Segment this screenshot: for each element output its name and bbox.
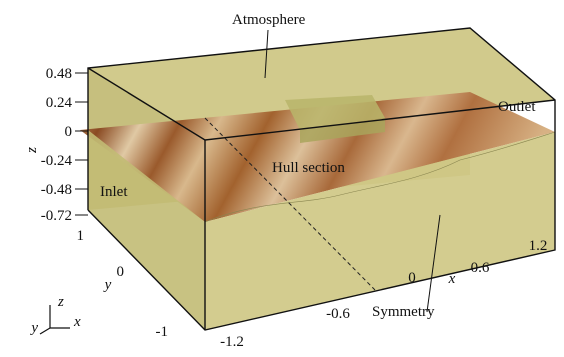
domain-box xyxy=(80,28,555,330)
triad-label: y xyxy=(29,320,38,336)
label: Inlet xyxy=(100,184,128,200)
z-tick-label: 0.48 xyxy=(46,66,72,82)
label: Atmosphere xyxy=(232,12,306,28)
ticks xyxy=(75,73,88,215)
x-tick-label: 0 xyxy=(408,270,416,286)
triad-label: z xyxy=(57,294,64,310)
figure: Atmosphere Outlet Hull section Inlet Symmetr… xyxy=(0,0,564,352)
axis-label: z xyxy=(24,147,40,154)
axis-label: y xyxy=(103,277,112,293)
x-tick-label: 0.6 xyxy=(471,260,490,276)
label: Hull section xyxy=(272,160,345,176)
z-tick-label: 0.24 xyxy=(46,95,73,111)
triad-label: x xyxy=(73,314,81,330)
axis-triad xyxy=(40,305,70,334)
x-tick-label: -0.6 xyxy=(326,306,350,322)
z-tick-label: -0.48 xyxy=(41,182,72,198)
label: Symmetry xyxy=(372,304,435,320)
axis-label: x xyxy=(448,271,456,287)
y-tick-label: 0 xyxy=(117,264,125,280)
y-tick-label: 1 xyxy=(77,228,85,244)
label: Outlet xyxy=(498,99,536,115)
y-tick-label: -1 xyxy=(156,324,169,340)
z-tick-label: -0.24 xyxy=(41,153,73,169)
z-tick-label: 0 xyxy=(65,124,73,140)
z-tick-label: -0.72 xyxy=(41,208,72,224)
x-tick-label: 1.2 xyxy=(529,238,548,254)
x-tick-label: -1.2 xyxy=(220,334,244,350)
